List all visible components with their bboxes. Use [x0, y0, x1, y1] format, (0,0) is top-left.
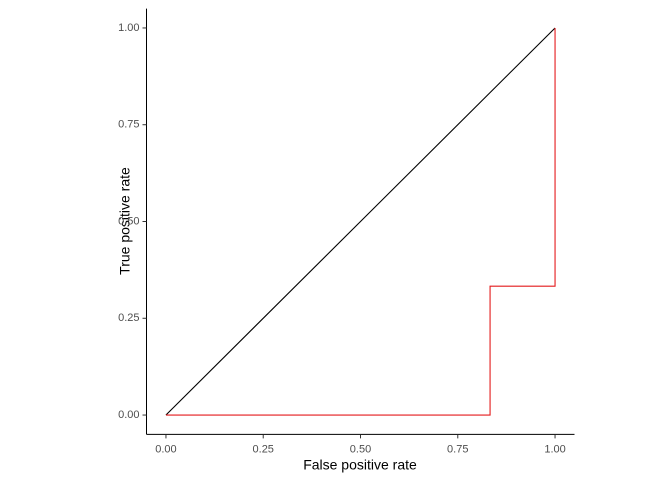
y-tick-label: 0.75 — [118, 119, 139, 131]
x-axis-title: False positive rate — [303, 457, 417, 473]
x-tick-label: 0.75 — [447, 443, 468, 455]
y-tick-label: 0.00 — [118, 409, 139, 421]
y-tick-label: 0.50 — [118, 215, 139, 227]
x-tick-label: 0.25 — [253, 443, 274, 455]
x-tick-label: 1.00 — [544, 443, 565, 455]
x-tick-label: 0.50 — [350, 443, 371, 455]
y-axis-title: True positive rate — [117, 167, 133, 275]
y-tick-label: 1.00 — [118, 22, 139, 34]
line — [165, 27, 556, 416]
line — [165, 27, 556, 416]
y-tick-label: 0.25 — [118, 312, 139, 324]
x-tick-label: 0.00 — [155, 443, 176, 455]
